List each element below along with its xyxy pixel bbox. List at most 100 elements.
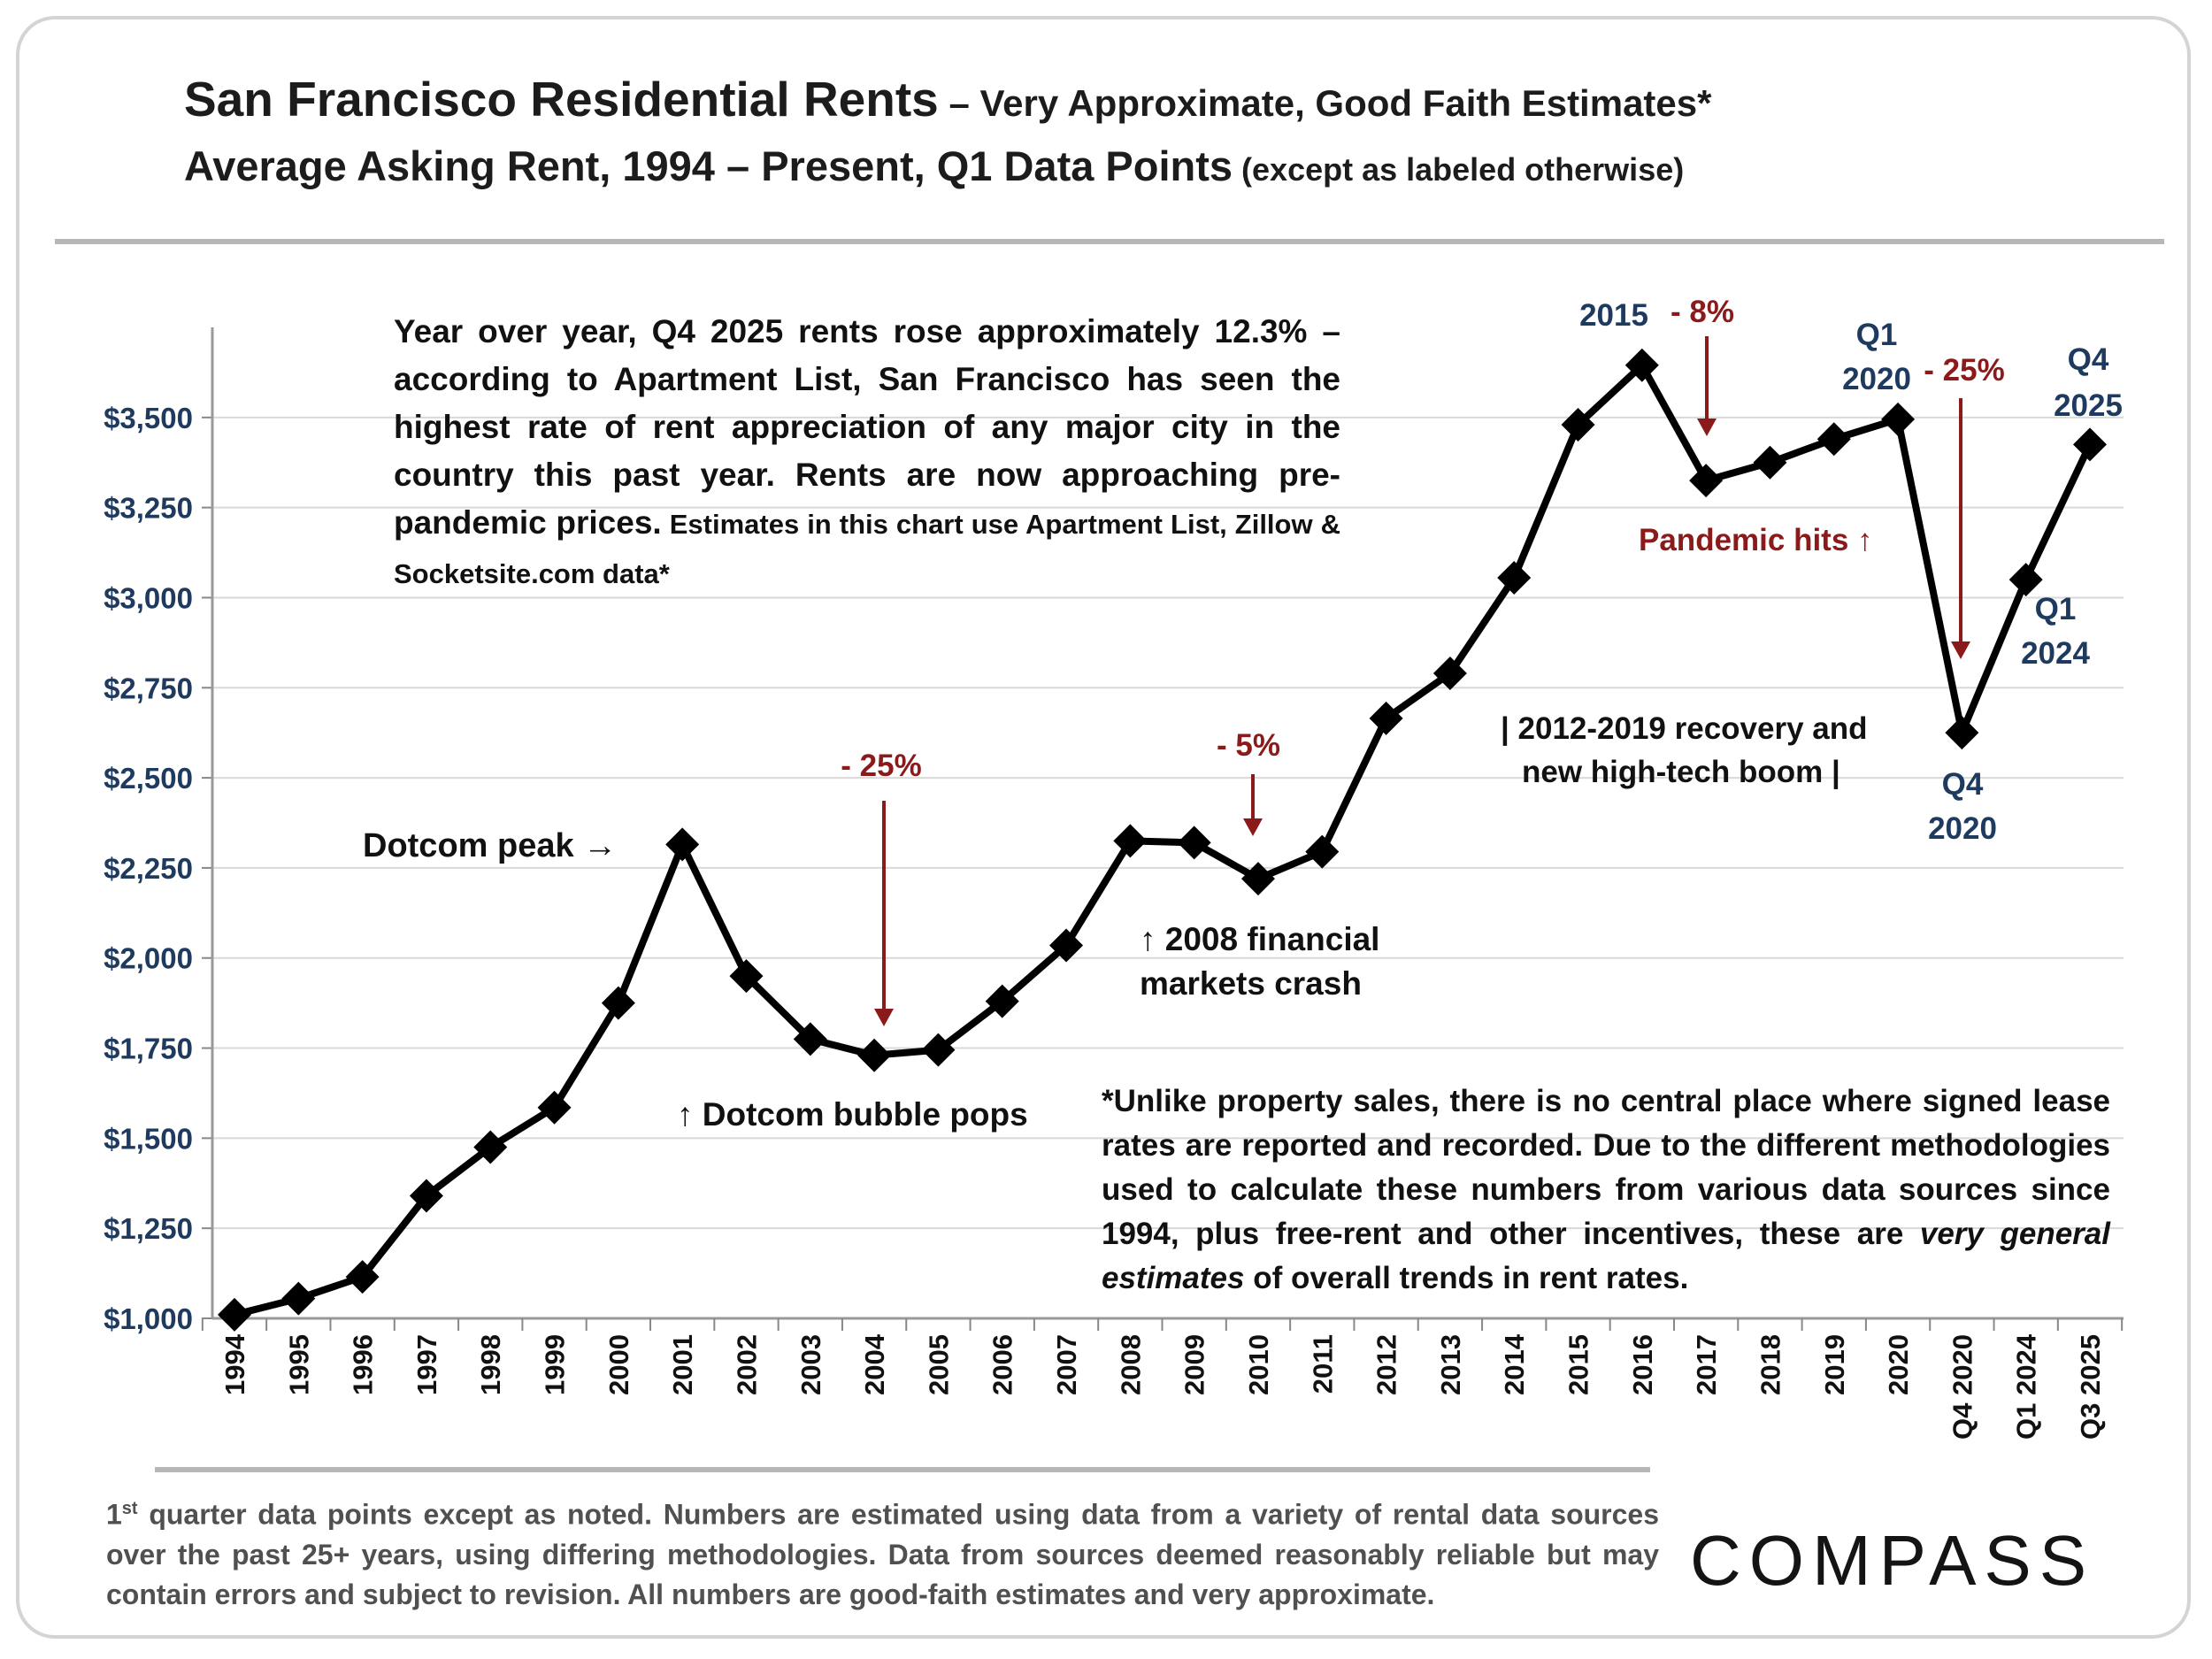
data-point [2008,563,2043,597]
data-point [1689,464,1724,498]
annotation-label: - 5% [1217,728,1280,763]
data-point [665,827,700,862]
y-tick-label: $1,500 [104,1122,193,1155]
annotation-label: ↑ Dotcom bubble pops [677,1096,1028,1133]
annotation-label: 2025 [2054,388,2123,423]
data-point [1624,348,1659,382]
annotation-label: 2015 [1579,298,1648,333]
annotation-label: - 25% [1924,353,2004,388]
data-point [729,959,764,994]
data-point [1305,834,1340,869]
annotation-label: 2024 [2021,636,2090,671]
data-point [857,1038,892,1072]
data-point [1240,862,1275,896]
x-tick-label: 1996 [348,1334,379,1395]
y-tick-label: $1,000 [104,1302,193,1335]
data-point [1432,656,1467,690]
annotation-label: markets crash [1140,965,1362,1002]
x-tick-label: 2004 [859,1333,890,1395]
annotation-label: ↑ 2008 financial [1140,921,1379,957]
chart-card [16,16,2191,1639]
annotation-arrowhead [1697,419,1717,436]
annotation-label: - 25% [841,749,921,783]
data-point [1113,824,1148,858]
x-tick-label: 2011 [1307,1334,1338,1394]
data-point [1816,422,1851,457]
annotation-label: Q1 [1856,318,1898,352]
annotation-label: new high-tech boom | [1522,755,1840,789]
x-tick-label: 2001 [667,1334,698,1395]
data-point [793,1022,827,1056]
annotation-label: Q1 [2035,592,2077,626]
annotation-label: Q4 [2068,342,2109,377]
x-tick-label: 2006 [987,1334,1018,1395]
data-point [1177,826,1211,860]
y-tick-label: $3,500 [104,402,193,434]
annotation-label: | 2012-2019 recovery and [1501,711,1868,746]
annotation-label: Q4 [1942,767,1984,802]
x-tick-label: 2018 [1755,1334,1786,1395]
data-point [409,1179,443,1213]
data-point [601,986,635,1020]
annotation-label: - 8% [1671,295,1734,329]
annotation-arrowhead [1243,818,1263,836]
y-tick-label: $2,000 [104,942,193,975]
data-point [1753,445,1787,480]
y-tick-label: $1,250 [104,1212,193,1245]
annotation-arrowhead [874,1009,894,1026]
y-tick-label: $1,750 [104,1033,193,1065]
x-tick-label: 2020 [1883,1334,1914,1395]
x-tick-label: 2000 [603,1334,634,1395]
x-tick-label: 2014 [1499,1333,1530,1395]
x-tick-label: 2002 [731,1334,762,1395]
data-point [1049,928,1084,963]
x-tick-label: 1998 [475,1334,506,1395]
x-tick-label: 1995 [283,1334,314,1395]
x-tick-label: Q3 2025 [2075,1334,2106,1440]
bottom-divider [155,1467,1650,1472]
x-tick-label: 1999 [540,1334,571,1395]
x-tick-label: 2008 [1115,1334,1146,1395]
x-tick-label: 2007 [1051,1334,1082,1395]
x-tick-label: 2005 [923,1334,954,1395]
x-tick-label: 1994 [219,1333,250,1395]
data-point [1497,561,1532,595]
x-tick-label: 2017 [1691,1334,1722,1395]
y-tick-label: $3,000 [104,581,193,614]
data-point [1945,716,1979,750]
x-tick-label: 2003 [795,1334,826,1395]
data-point [281,1281,316,1316]
footer-disclaimer: 1st quarter data points except as noted.… [106,1498,1659,1610]
data-point [218,1297,251,1332]
annotation-label: Dotcom peak → [363,827,617,864]
annotation-label: Pandemic hits ↑ [1639,523,1873,557]
x-tick-label: 2015 [1563,1334,1594,1395]
data-point [473,1130,508,1164]
yoy-callout: Year over year, Q4 2025 rents rose appro… [394,313,1340,589]
x-tick-label: 1997 [411,1334,442,1395]
methodology-note: *Unlike property sales, there is no cent… [1102,1084,2110,1295]
x-tick-label: Q4 2020 [1947,1334,1978,1440]
y-tick-label: $2,500 [104,762,193,795]
annotation-label: 2020 [1928,811,1997,846]
data-point [537,1090,572,1125]
compass-logo: COMPASS [1690,1521,2095,1600]
chart-title: San Francisco Residential Rents – Very A… [184,72,1712,127]
y-tick-label: $3,250 [104,492,193,525]
annotation-label: 2020 [1842,362,1911,396]
data-point [1881,402,1916,436]
y-tick-label: $2,750 [104,672,193,704]
x-tick-label: 2013 [1435,1334,1466,1395]
x-tick-label: Q1 2024 [2011,1333,2042,1440]
data-point [2073,427,2107,462]
x-tick-label: 2010 [1243,1334,1274,1395]
y-tick-label: $2,250 [104,852,193,885]
data-point [1561,407,1595,442]
data-point [345,1260,380,1294]
top-divider [55,239,2164,244]
data-point [921,1033,956,1067]
chart-subtitle: Average Asking Rent, 1994 – Present, Q1 … [184,142,1685,189]
x-tick-label: 2012 [1371,1334,1402,1395]
x-tick-label: 2009 [1179,1334,1210,1395]
